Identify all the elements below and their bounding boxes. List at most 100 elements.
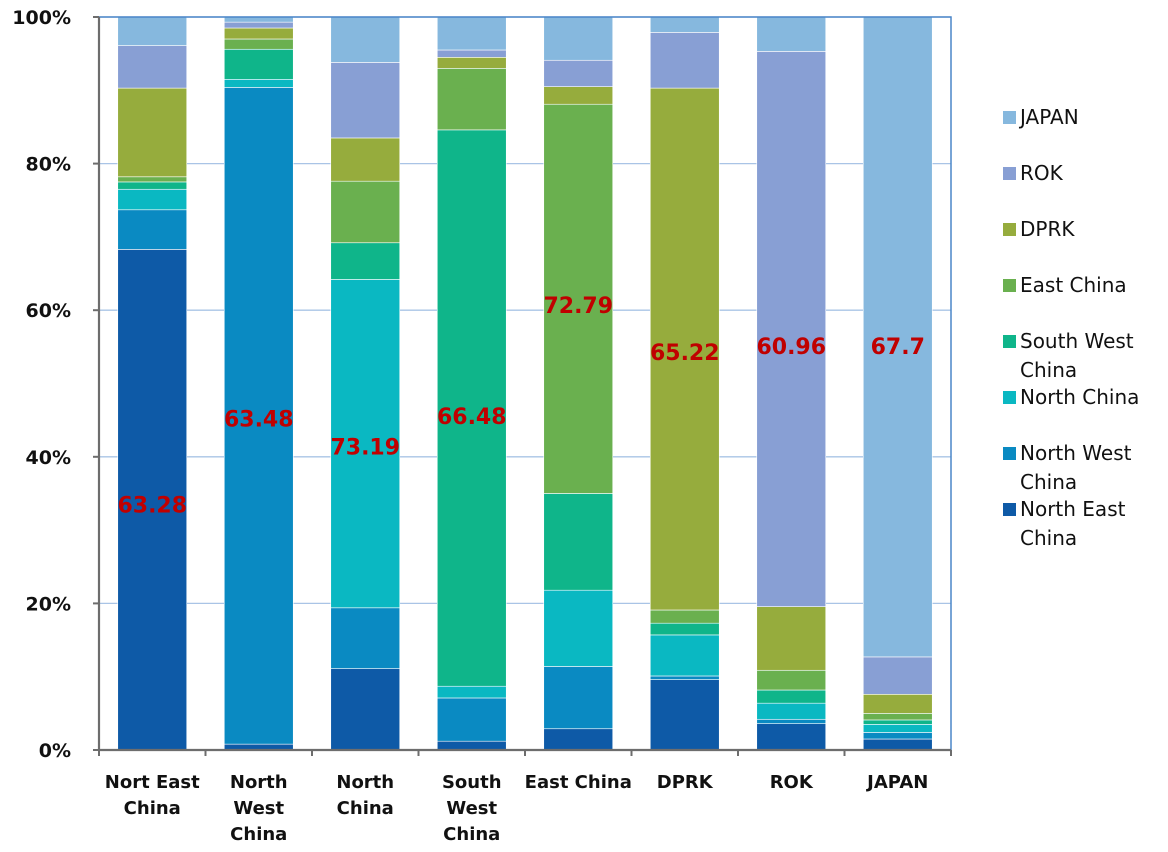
- bar-segment: JAPAN: 5.9: [543, 16, 614, 61]
- legend-swatch: [1003, 391, 1016, 404]
- legend-swatch: [1003, 447, 1016, 460]
- x-tick-label-line: Nort East: [105, 772, 200, 793]
- bar-segment: North West China: 89.6: [223, 87, 294, 745]
- bar-segment: South West China: 5: [330, 242, 401, 280]
- legend-label: North East China: [1020, 497, 1126, 550]
- legend-label-line: North China: [1020, 385, 1139, 409]
- bar-segment: JAPAN: 0.7: [223, 16, 294, 23]
- bar-segment: North China: 5.6: [649, 634, 720, 677]
- x-tick-label: East China: [525, 772, 632, 793]
- x-tick-label-line: China: [230, 824, 287, 845]
- bar-segment: JAPAN: 4.7: [756, 16, 827, 52]
- bar-segment: JAPAN: 3.9: [117, 16, 188, 46]
- bar-segment: South West China: 1.8: [756, 689, 827, 704]
- legend-label: North West China: [1020, 441, 1132, 494]
- bar-segment: ROK: 5.8: [117, 45, 188, 89]
- x-tick-label: North China: [336, 772, 394, 819]
- bar-segment: South West China: 0.6: [862, 719, 933, 725]
- x-tick-label-line: North: [336, 772, 394, 793]
- data-label: 66.48: [437, 405, 507, 430]
- data-label: 63.48: [224, 408, 294, 433]
- legend-label: DPRK: [1020, 217, 1075, 241]
- legend-swatch: [1003, 111, 1016, 124]
- x-tick-label: DPRK: [657, 772, 714, 793]
- y-tick-label: 0%: [39, 740, 71, 762]
- bar-segment: North China: 1.6: [436, 685, 507, 699]
- bar-segment: East China: 1.8: [649, 609, 720, 624]
- bar-segment: South West China: 1.6: [649, 622, 720, 636]
- legend-swatch: [1003, 167, 1016, 180]
- x-tick-label: JAPAN: [865, 772, 928, 793]
- bar-segment: DPRK: 12.1: [117, 87, 188, 178]
- data-label: 63.28: [117, 493, 187, 518]
- legend-label: JAPAN: [1018, 105, 1079, 129]
- legend-swatch: [1003, 335, 1016, 348]
- bar-segment: North China: 2.8: [117, 188, 188, 211]
- bar-segment: ROK: 10.3: [330, 62, 401, 139]
- legend-swatch: [1003, 503, 1016, 516]
- bar-segment: North East China: 9.6: [649, 679, 720, 751]
- bar-segment: East China: 8.4: [436, 68, 507, 131]
- bar-segment: JAPAN: 6.2: [330, 16, 401, 63]
- bar-segment: JAPAN: 2.1: [649, 16, 720, 33]
- bar-segment: East China: 0.7: [117, 176, 188, 183]
- bar-segment: ROK: 3.6: [543, 59, 614, 87]
- x-tick-label-line: DPRK: [657, 772, 714, 793]
- bar-segment: North East China: 3.6: [756, 723, 827, 751]
- legend-label-line: China: [1020, 358, 1077, 382]
- bar-segment: North East China: 2.9: [543, 728, 614, 751]
- legend-label-line: North West: [1020, 441, 1132, 465]
- data-label: 72.79: [543, 294, 613, 319]
- legend-label: ROK: [1020, 161, 1064, 185]
- legend-label-line: ROK: [1020, 161, 1064, 185]
- bar-segment: North East China: 11.1: [330, 668, 401, 751]
- data-label: 65.22: [650, 341, 720, 366]
- bar-segment: East China: 1.4: [223, 38, 294, 50]
- bar-segment: ROK: 5.1: [862, 656, 933, 695]
- legend-label-line: DPRK: [1020, 217, 1075, 241]
- plot-frame: [93, 16, 952, 756]
- x-tick-label-line: China: [337, 798, 394, 819]
- x-tick-label-line: South: [442, 772, 502, 793]
- bar-segment: ROK: 75.9: [756, 51, 827, 607]
- x-tick-label: ROK: [770, 772, 814, 793]
- x-tick-label: South West China: [442, 772, 502, 845]
- bar-segment: DPRK: 2.6: [862, 693, 933, 714]
- bars: North East China: 68.3 North West China: …: [117, 16, 933, 751]
- bar-segment: North East China: 68.3: [117, 249, 188, 751]
- x-tick-label-line: JAPAN: [865, 772, 928, 793]
- legend-label: South West China: [1020, 329, 1134, 382]
- x-tick-label-line: East China: [525, 772, 632, 793]
- bar-segment: North West China: 0.9: [862, 732, 933, 740]
- x-tick-label: Nort East China: [105, 772, 200, 819]
- bar-segment: ROK: 0.8: [223, 21, 294, 29]
- legend-label: North China: [1020, 385, 1139, 409]
- bar-segment: North China: 1.1: [223, 79, 294, 88]
- bar-segment: ROK: 1: [436, 49, 507, 58]
- bar-segment: DPRK: 2.4: [543, 86, 614, 105]
- bar-segment: South West China: 13.2: [543, 493, 614, 591]
- y-tick-label: 80%: [26, 154, 71, 176]
- bar-segment: DPRK: 1.5: [223, 27, 294, 40]
- bar-segment: DPRK: 5.9: [330, 137, 401, 182]
- bar-segment: DPRK: 1.5: [436, 57, 507, 69]
- bar-segment: North West China: 8.5: [543, 666, 614, 730]
- data-labels: 63.28 63.48 73.19 66.48 72.79 65.22 60.96 67.7: [117, 294, 924, 518]
- x-tick-label-line: West: [446, 798, 497, 819]
- bar-segment: North West China: 0.6: [756, 718, 827, 724]
- bar-segment: East China: 8.4: [330, 180, 401, 244]
- bar-segment: East China: 0.9: [862, 713, 933, 721]
- bar-segment: East China: 2.7: [756, 669, 827, 691]
- x-tick-label: North West China: [230, 772, 288, 845]
- data-label: 67.7: [871, 335, 925, 360]
- legend-swatch: [1003, 279, 1016, 292]
- y-tick-label: 60%: [26, 300, 71, 322]
- bar-segment: North China: 10.4: [543, 589, 614, 667]
- bar-segment: North China: 1.1: [862, 724, 933, 733]
- bar-segment: North West China: 5.9: [436, 697, 507, 742]
- legend-label-line: China: [1020, 470, 1077, 494]
- x-tick-label-line: West: [233, 798, 284, 819]
- bar-segment: North East China: 1.5: [862, 738, 933, 751]
